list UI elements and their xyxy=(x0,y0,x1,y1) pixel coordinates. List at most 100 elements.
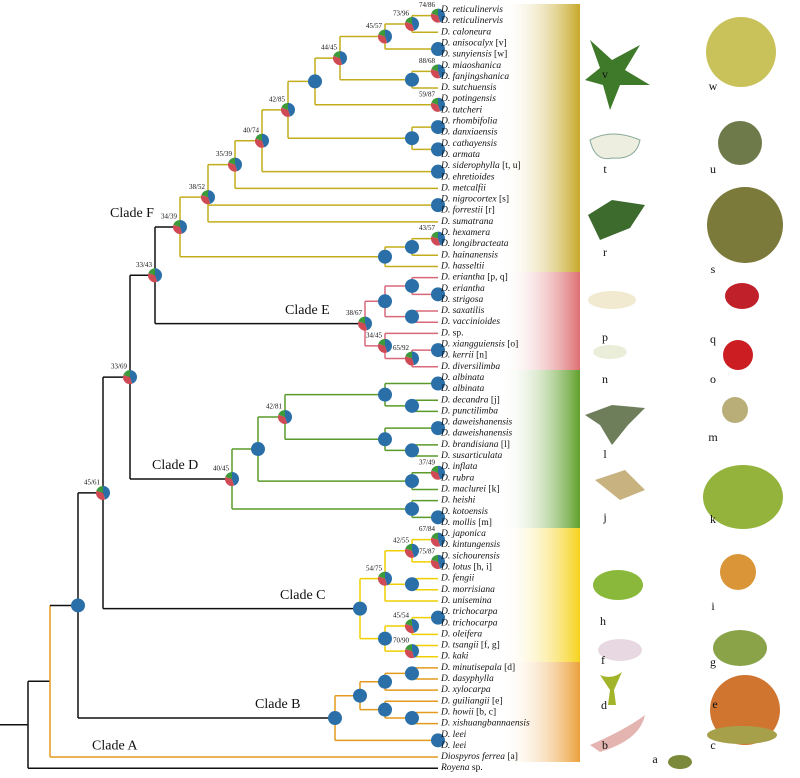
taxon-name: D. tutcheri xyxy=(440,106,483,116)
node-marker xyxy=(378,294,392,309)
photo-a xyxy=(668,755,692,769)
taxon-tag: [n] xyxy=(476,351,487,361)
leaf-label: D. potingensis xyxy=(440,94,496,104)
taxon-name: D. xylocarpa xyxy=(440,685,491,695)
node-marker xyxy=(405,443,419,458)
photo-label: n xyxy=(602,372,608,386)
pie-slice xyxy=(431,231,438,239)
leaf-label: D. leei xyxy=(440,741,467,751)
node-marker xyxy=(431,610,445,625)
photo-label: h xyxy=(600,614,606,628)
pie-slice xyxy=(173,219,180,227)
support-value: 70/90 xyxy=(393,637,409,645)
clade-label: Clade C xyxy=(280,588,326,603)
taxon-name: D. anisocalyx xyxy=(440,39,494,49)
pie-slice xyxy=(431,97,438,105)
leaf-label: D. punctilimba xyxy=(440,407,498,417)
taxon-tag: [s] xyxy=(499,195,509,205)
node-marker xyxy=(405,131,419,146)
pie-slice xyxy=(430,537,441,547)
taxon-name: D. daweishanensis xyxy=(440,418,513,428)
pie-slice xyxy=(405,16,412,24)
support-value: 44/45 xyxy=(321,44,337,52)
taxon-name: D. hexamera xyxy=(440,228,490,238)
leaf-label: D. fengii xyxy=(440,573,475,584)
pie-slice xyxy=(201,190,208,198)
pie-slice xyxy=(173,224,183,234)
taxon-name: D. diversilimba xyxy=(440,362,500,372)
leaf-label: D. decandra [j] xyxy=(440,395,500,405)
taxon-name: D. heishi xyxy=(440,496,476,506)
pie-slice xyxy=(155,268,162,282)
node-marker xyxy=(431,287,445,302)
clade-bands xyxy=(500,4,580,762)
node-marker xyxy=(405,72,419,87)
leaf-label: D. maclurei [k] xyxy=(440,485,499,495)
taxon-name: D. albinata xyxy=(440,373,485,383)
taxon-name: D. brandisiana xyxy=(440,440,499,450)
taxon-name: D. vaccinioides xyxy=(440,317,500,327)
taxon-name: D. punctilimba xyxy=(440,407,498,417)
taxon-tag: sp. xyxy=(472,763,483,773)
photo-i xyxy=(720,554,756,590)
taxon-name: D. leei xyxy=(440,741,467,751)
leaf-label: D. danxiaensis xyxy=(440,128,498,138)
pie-slice xyxy=(378,571,385,579)
leaf-label: D. diversilimba xyxy=(440,362,500,372)
photo-b xyxy=(590,715,645,752)
taxon-tag: [j] xyxy=(491,395,500,405)
pie-slice xyxy=(438,532,446,547)
pie-slice xyxy=(201,195,211,205)
taxon-name: D. eriantha xyxy=(440,273,485,283)
pie-slice xyxy=(278,409,285,417)
node-marker xyxy=(405,666,419,681)
pie-slice xyxy=(333,55,343,66)
taxon-name: D. morrisiana xyxy=(440,585,495,595)
photo-n xyxy=(593,345,627,359)
leaf-label: D. armata xyxy=(440,150,480,160)
band-e xyxy=(500,272,580,370)
taxon-name: D. lotus xyxy=(440,563,471,573)
pie-slice xyxy=(232,471,239,486)
taxon-name: D. potingensis xyxy=(440,94,496,104)
pie-slice xyxy=(278,414,288,424)
taxon-tag: [b, c] xyxy=(476,708,496,718)
node-marker xyxy=(378,249,392,264)
photo-label: f xyxy=(601,653,605,667)
taxon-name: D. nigrocortex xyxy=(440,195,497,205)
leaf-label: D. xishuangbannaensis xyxy=(440,719,530,729)
taxon-name: D. leei xyxy=(440,730,467,740)
taxon-tag: [f, g] xyxy=(481,640,500,651)
pie-slice xyxy=(438,97,445,112)
taxon-name: D. fengii xyxy=(440,573,475,584)
band-d xyxy=(500,370,580,528)
photo-label: e xyxy=(712,697,717,711)
taxon-name: Diospyros ferrea xyxy=(440,751,505,762)
leaf-label: D. daweishanensis xyxy=(440,429,513,439)
photo-t xyxy=(589,133,641,160)
pie-slice xyxy=(404,648,415,659)
photo-m xyxy=(722,397,748,423)
pie-slice xyxy=(431,236,441,246)
support-value: 33/43 xyxy=(136,261,152,269)
pie-slice xyxy=(365,316,373,331)
photo-label: u xyxy=(710,162,716,176)
taxon-tag: sp. xyxy=(453,329,464,339)
specimen-photos xyxy=(585,17,783,769)
taxon-name: D. sumatrana xyxy=(440,217,494,227)
taxon-name: D. trichocarpa xyxy=(440,607,498,617)
pie-slice xyxy=(123,374,133,385)
taxon-name: D. daweishanensis xyxy=(440,429,513,439)
taxon-name: D. kotoensis xyxy=(440,507,488,517)
support-value: 40/45 xyxy=(213,465,229,473)
node-marker xyxy=(431,733,445,748)
clade-label: Clade A xyxy=(92,738,138,753)
photo-q xyxy=(725,283,759,309)
photo-g xyxy=(713,630,767,666)
node-marker xyxy=(71,598,85,613)
photo-label: t xyxy=(603,162,607,176)
pie-slice xyxy=(340,51,347,65)
taxon-name: D. decandra xyxy=(440,395,489,405)
